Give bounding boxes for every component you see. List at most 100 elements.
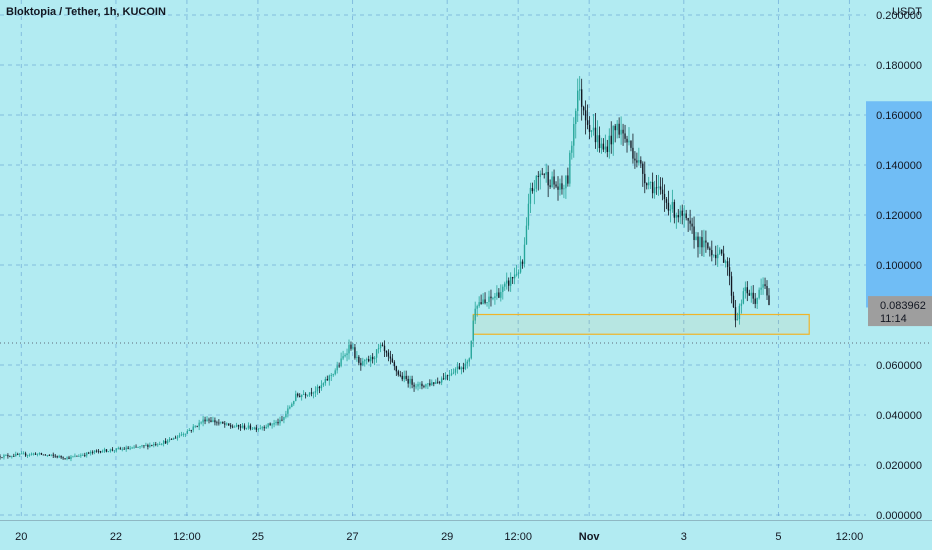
candle-body (267, 423, 269, 427)
candle-body (381, 344, 384, 346)
candle-body (356, 356, 358, 358)
candle-body (760, 287, 762, 290)
candle-body (429, 383, 431, 386)
candle-body (679, 210, 681, 218)
candle-body (632, 147, 634, 159)
candle-body (555, 184, 557, 187)
candle-body (409, 378, 411, 384)
candle-body (509, 276, 512, 286)
candle-body (129, 448, 131, 450)
x-tick-label: 20 (15, 531, 27, 543)
candle-body (52, 454, 54, 456)
candle-body (28, 454, 31, 456)
candle-body (728, 267, 731, 277)
candle-body (368, 359, 370, 362)
candle-body (415, 386, 417, 388)
candle-body (600, 143, 603, 149)
candle-body (646, 183, 648, 186)
candle-body (322, 383, 325, 386)
candle-body (460, 367, 463, 370)
candle-body (78, 456, 80, 457)
candle-body (608, 135, 610, 153)
candle-body (332, 374, 334, 376)
candle-body (500, 291, 502, 298)
candle-body (5, 455, 7, 456)
candle-body (675, 214, 678, 218)
x-tick-label: 12:00 (836, 531, 864, 543)
candle-body (385, 350, 388, 353)
candle-body (425, 384, 427, 387)
support-zone-rectangle[interactable] (472, 313, 810, 335)
candle-body (671, 202, 674, 210)
candle-body (19, 453, 21, 455)
candle-body (198, 422, 200, 427)
candle-body (125, 447, 127, 450)
candle-body (342, 356, 344, 359)
candle-body (511, 276, 514, 279)
y-tick-label: 0.100000 (876, 260, 922, 272)
candle-body (464, 363, 467, 369)
candle-body (50, 454, 52, 456)
candle-body (222, 421, 224, 424)
x-tick-label: 29 (441, 531, 453, 543)
candle-body (758, 289, 760, 298)
candle-body (253, 427, 256, 429)
candle-body (448, 374, 451, 376)
candle-body (669, 209, 672, 211)
candle-body (48, 455, 50, 456)
candle-body (302, 394, 305, 396)
candle-body (320, 385, 323, 389)
candle-body (54, 455, 56, 457)
x-tick-label: 27 (346, 531, 358, 543)
candle-body (206, 419, 208, 422)
candle-body (602, 143, 605, 150)
candle-body (508, 280, 510, 286)
candle-body (180, 434, 183, 436)
candle-body (40, 453, 43, 455)
candle-body (202, 419, 204, 423)
candle-body (401, 375, 403, 380)
candle-body (720, 249, 723, 254)
candle-body (350, 344, 352, 349)
candle-body (293, 400, 295, 405)
candle-body (328, 375, 330, 381)
candle-body (748, 293, 750, 296)
candle-body (435, 381, 437, 384)
candle-body (616, 123, 618, 131)
candle-body (580, 89, 583, 107)
candle-body (726, 261, 729, 268)
candle-body (306, 394, 309, 396)
candle-body (427, 383, 429, 385)
candle-body (563, 188, 565, 190)
candle-body (32, 453, 35, 455)
candle-body (34, 453, 37, 455)
candle-body (618, 123, 620, 135)
candle-body (577, 90, 579, 111)
candle-body (651, 182, 654, 194)
candle-body (437, 381, 439, 383)
candle-body (681, 210, 683, 216)
candle-body (571, 145, 573, 153)
candle-body (604, 146, 607, 150)
candle-body (97, 450, 100, 452)
candle-body (17, 453, 19, 455)
candle-body (178, 435, 181, 437)
candle-body (456, 366, 459, 369)
candle-body (506, 280, 508, 284)
candle-body (243, 425, 246, 429)
candle-body (354, 347, 356, 358)
candle-body (707, 242, 709, 249)
candle-body (200, 422, 202, 424)
candle-body (127, 447, 129, 449)
candle-body (109, 449, 112, 452)
candle-body (318, 386, 321, 389)
candle-body (740, 303, 743, 306)
candle-body (117, 448, 119, 450)
candle-body (705, 240, 707, 243)
candle-body (281, 419, 283, 421)
candle-body (208, 419, 210, 421)
candle-body (84, 455, 86, 456)
current-price-box (868, 296, 932, 327)
